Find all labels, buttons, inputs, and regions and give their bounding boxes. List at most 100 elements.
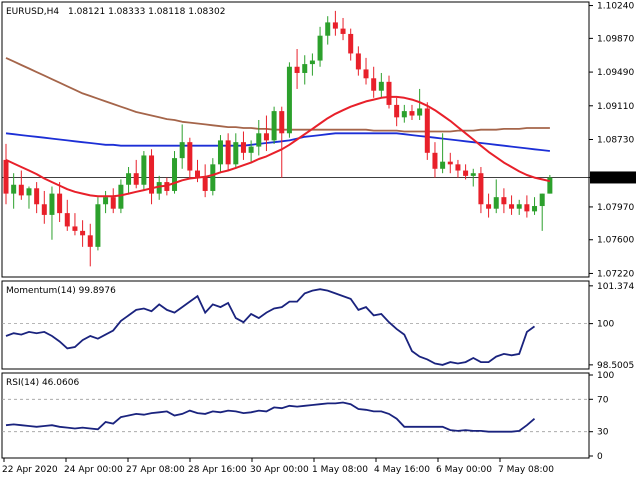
candle-body	[539, 193, 545, 207]
candle-body	[118, 184, 124, 209]
momentum-y-tick-label: 101.374	[597, 282, 634, 292]
candle-body	[348, 33, 354, 54]
candle-body	[179, 142, 185, 159]
candle-body	[340, 28, 346, 34]
candle-body	[64, 213, 70, 227]
candle-body	[225, 140, 231, 165]
candle-body	[309, 60, 315, 65]
candle-body	[141, 155, 147, 185]
candle-body	[210, 164, 216, 191]
candle-body	[133, 173, 139, 185]
candle-body	[401, 111, 407, 118]
x-tick-label: 28 Apr 16:00	[188, 465, 247, 475]
candle-body	[409, 111, 415, 116]
candle-body	[424, 108, 430, 153]
candle-body	[240, 142, 246, 153]
candle-body	[248, 146, 254, 153]
x-axis: 22 Apr 2020 24 Apr 00:00 27 Apr 08:00 28 Ap…	[2, 458, 554, 475]
x-tick-label: 7 May 08:00	[498, 465, 554, 475]
candle-body	[493, 197, 499, 209]
candle-body	[286, 66, 292, 134]
candle-body	[386, 81, 392, 105]
candle-body	[3, 159, 9, 194]
candle-body	[478, 173, 484, 205]
rsi-y-tick-label: 30	[597, 428, 609, 438]
current-price-box	[590, 171, 636, 184]
candle-body	[317, 35, 323, 61]
ma-blue-line	[5, 132, 551, 152]
momentum-panel-frame	[1, 280, 590, 370]
rsi-y-tick-label: 70	[597, 395, 609, 405]
price-y-tick-label: 1.07220	[597, 269, 634, 279]
candle-body	[463, 170, 469, 176]
candle-body	[87, 235, 93, 247]
candle-body	[486, 204, 492, 209]
x-tick-label: 6 May 00:00	[436, 465, 492, 475]
candle-body	[378, 81, 384, 91]
momentum-line	[5, 288, 536, 366]
rsi-y-tick-label: 0	[597, 452, 603, 462]
rsi-line	[5, 401, 536, 433]
candle-body	[110, 197, 116, 209]
candle-body	[41, 204, 47, 215]
momentum-panel: 101.374 100 98.5005	[2, 282, 634, 371]
candle-body	[516, 204, 522, 209]
candle-body	[202, 177, 208, 191]
price-y-tick-label: 1.08730	[597, 136, 634, 146]
price-y-tick-label: 1.09490	[597, 68, 634, 78]
x-tick-label: 27 Apr 08:00	[126, 465, 185, 475]
candle-body	[394, 104, 400, 118]
candle-body	[332, 22, 338, 29]
candle-body	[279, 111, 285, 134]
candle-body	[325, 22, 331, 36]
candle-body	[440, 161, 446, 169]
candle-body	[187, 142, 193, 171]
candle-body	[302, 64, 308, 73]
candle-body	[455, 164, 461, 171]
momentum-y-tick-label: 100	[597, 320, 614, 330]
price-y-tick-label: 1.10240	[597, 2, 634, 12]
candle-body	[501, 197, 507, 205]
candle-body	[49, 193, 55, 215]
candle-body	[432, 152, 438, 169]
candle-body	[172, 158, 178, 191]
candle-body	[355, 53, 361, 70]
rsi-panel-frame	[1, 372, 590, 459]
candle-body	[80, 230, 86, 236]
candle-body	[256, 133, 262, 147]
current-price-label: 1.08302	[595, 174, 632, 184]
candle-body	[18, 184, 24, 196]
price-panel: 1.10240 1.09870 1.09490 1.09110 1.08730 1.079…	[2, 2, 636, 279]
candle-body	[532, 206, 538, 212]
price-y-tick-label: 1.09110	[597, 102, 634, 112]
ma-brown-line	[5, 57, 550, 133]
rsi-label: RSI(14) 46.0606	[6, 378, 79, 388]
candle-body	[371, 78, 377, 91]
ma-red-line	[5, 95, 551, 198]
rsi-y-tick-label: 100	[597, 371, 614, 381]
ohlc-readout: 1.08121 1.08333 1.08118 1.08302	[68, 7, 225, 17]
x-tick-label: 4 May 16:00	[374, 465, 430, 475]
x-tick-label: 24 Apr 00:00	[64, 465, 123, 475]
candle-body	[363, 69, 369, 79]
momentum-label: Momentum(14) 99.8976	[6, 286, 116, 296]
candle-body	[217, 140, 223, 165]
candle-body	[195, 170, 200, 178]
price-y-tick-label: 1.09870	[597, 34, 634, 44]
candle-body	[34, 188, 40, 205]
candle-body	[294, 66, 300, 73]
candle-body	[156, 182, 162, 194]
candle-body	[72, 226, 78, 231]
chart-title: EURUSD,H4 1.08121 1.08333 1.08118 1.0830…	[6, 7, 225, 17]
candle-body	[547, 177, 553, 194]
candle-body	[417, 108, 423, 116]
candle-body	[103, 197, 109, 205]
candle-body	[263, 133, 269, 141]
momentum-y-tick-label: 98.5005	[597, 361, 634, 371]
symbol-timeframe: EURUSD,H4	[6, 7, 59, 17]
candle-body	[233, 142, 239, 165]
rsi-panel: 100 70 30 0	[2, 371, 614, 462]
candle-body	[470, 173, 476, 176]
